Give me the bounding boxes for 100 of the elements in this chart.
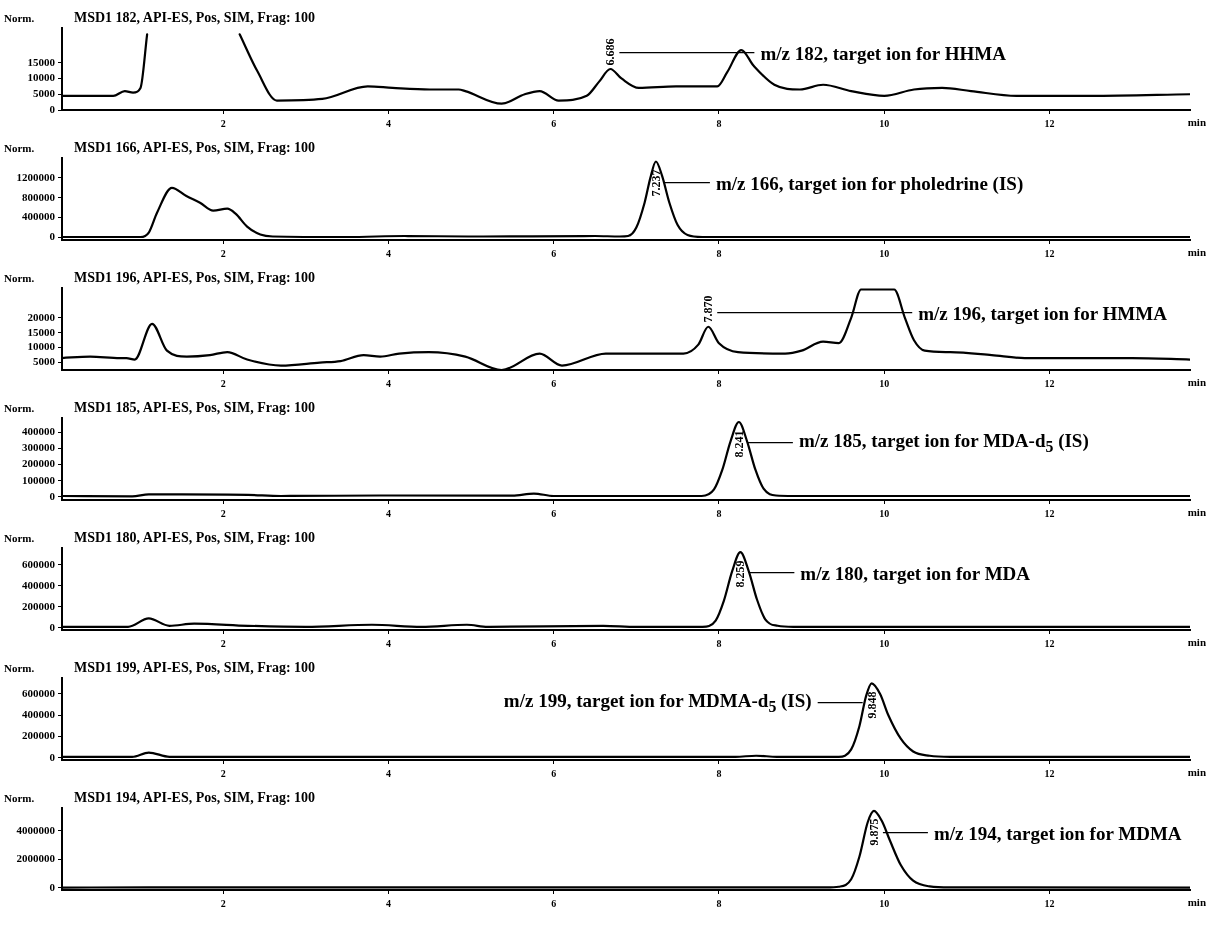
y-tick-label: 200000 — [22, 729, 56, 742]
annotation: m/z 185, target ion for MDA-d$_{5}$ (IS) — [798, 429, 1089, 455]
annotation: 6.686 — [603, 38, 618, 65]
x-tick-label: 6 — [551, 377, 557, 389]
y-axis-title: Norm. — [4, 142, 35, 154]
y-tick-label: 1200000 — [16, 170, 56, 183]
y-tick-label: 0 — [49, 489, 56, 502]
x-tick-label: 12 — [1044, 247, 1055, 259]
chart-title: MSD1 182, API-ES, Pos, SIM, Frag: 100 — [74, 10, 316, 25]
x-tick-label: 2 — [220, 117, 226, 129]
x-tick-label: 4 — [385, 637, 391, 649]
annotation: m/z 166, target ion for pholedrine (IS) — [715, 172, 1024, 194]
x-tick-label: 8 — [716, 767, 722, 779]
y-tick-label: 0 — [49, 750, 56, 763]
x-tick-label: 8 — [716, 637, 722, 649]
annotation: 8.241 — [731, 430, 746, 458]
annotation: m/z 196, target ion for HMMA — [918, 302, 1167, 324]
y-tick-label: 5000 — [33, 355, 56, 368]
x-tick-label: 12 — [1044, 377, 1055, 389]
y-tick-label: 600000 — [22, 686, 56, 699]
y-tick-label: 0 — [49, 620, 56, 633]
x-axis-title: min — [1187, 896, 1206, 908]
x-tick-label: 8 — [716, 117, 722, 129]
y-tick-label: 4000000 — [16, 823, 56, 836]
x-axis-title: min — [1187, 376, 1206, 388]
x-tick-label: 8 — [716, 897, 722, 909]
annotation: 9.848 — [864, 691, 879, 719]
y-tick-label: 5000 — [33, 87, 56, 100]
annotation: 7.237 — [648, 169, 663, 197]
x-tick-label: 10 — [879, 507, 890, 519]
y-tick-label: 15000 — [27, 55, 56, 68]
chart-title: MSD1 180, API-ES, Pos, SIM, Frag: 100 — [74, 530, 316, 545]
x-tick-label: 8 — [716, 377, 722, 389]
y-tick-label: 0 — [49, 230, 56, 243]
annotation: 8.259 — [733, 560, 748, 588]
x-tick-label: 6 — [551, 117, 557, 129]
x-tick-label: 10 — [879, 767, 890, 779]
x-tick-label: 12 — [1044, 117, 1055, 129]
chart-title: MSD1 185, API-ES, Pos, SIM, Frag: 100 — [74, 400, 316, 415]
line-series — [62, 288, 1190, 370]
y-axis-title: Norm. — [4, 272, 35, 284]
x-tick-label: 12 — [1044, 897, 1055, 909]
x-axis-title: min — [1187, 116, 1206, 128]
y-tick-label: 200000 — [22, 599, 56, 612]
x-tick-label: 4 — [385, 507, 391, 519]
x-tick-label: 10 — [879, 247, 890, 259]
x-tick-label: 2 — [220, 637, 226, 649]
x-tick-label: 12 — [1044, 507, 1055, 519]
x-tick-label: 2 — [220, 507, 226, 519]
x-tick-label: 10 — [879, 897, 890, 909]
x-axis-title: min — [1187, 766, 1206, 778]
x-tick-label: 2 — [220, 767, 226, 779]
y-tick-label: 2000000 — [16, 852, 56, 865]
x-tick-label: 8 — [716, 507, 722, 519]
y-axis-title: Norm. — [4, 532, 35, 544]
y-tick-label: 15000 — [27, 325, 56, 338]
x-axis-title: min — [1187, 636, 1206, 648]
y-tick-label: 100000 — [22, 473, 56, 486]
x-tick-label: 6 — [551, 507, 557, 519]
x-tick-label: 12 — [1044, 637, 1055, 649]
annotation: 9.875 — [866, 818, 881, 846]
x-tick-label: 4 — [385, 897, 391, 909]
x-tick-label: 10 — [879, 117, 890, 129]
annotation: m/z 194, target ion for MDMA — [933, 822, 1182, 844]
y-tick-label: 10000 — [27, 71, 56, 84]
y-tick-label: 20000 — [27, 310, 56, 323]
annotation: m/z 199, target ion for MDMA-d$_{5}$ (IS) — [503, 689, 812, 715]
y-tick-label: 0 — [49, 880, 56, 893]
y-tick-label: 10000 — [27, 340, 56, 353]
y-axis-title: Norm. — [4, 402, 35, 414]
y-tick-label: 400000 — [22, 578, 56, 591]
x-axis-title: min — [1187, 246, 1206, 258]
x-tick-label: 4 — [385, 377, 391, 389]
y-axis-title: Norm. — [4, 662, 35, 674]
y-tick-label: 400000 — [22, 425, 56, 438]
x-tick-label: 10 — [879, 637, 890, 649]
y-tick-label: 400000 — [22, 708, 56, 721]
y-tick-label: 600000 — [22, 557, 56, 570]
x-tick-label: 2 — [220, 247, 226, 259]
y-tick-label: 200000 — [22, 457, 56, 470]
chart-title: MSD1 196, API-ES, Pos, SIM, Frag: 100 — [74, 270, 316, 285]
y-tick-label: 0 — [49, 102, 56, 115]
y-tick-label: 400000 — [22, 210, 56, 223]
annotation: m/z 182, target ion for HHMA — [760, 42, 1006, 64]
y-axis-title: Norm. — [4, 12, 35, 24]
y-tick-label: 800000 — [22, 190, 56, 203]
annotation: 7.870 — [701, 295, 716, 323]
x-tick-label: 2 — [220, 377, 226, 389]
chart-title: MSD1 194, API-ES, Pos, SIM, Frag: 100 — [74, 790, 316, 805]
x-tick-label: 6 — [551, 897, 557, 909]
x-tick-label: 4 — [385, 117, 391, 129]
x-tick-label: 6 — [551, 637, 557, 649]
x-tick-label: 6 — [551, 767, 557, 779]
x-tick-label: 4 — [385, 247, 391, 259]
chart-title: MSD1 166, API-ES, Pos, SIM, Frag: 100 — [74, 140, 316, 155]
y-tick-label: 300000 — [22, 441, 56, 454]
x-tick-label: 12 — [1044, 767, 1055, 779]
y-axis-title: Norm. — [4, 792, 35, 804]
x-tick-label: 8 — [716, 247, 722, 259]
x-tick-label: 2 — [220, 897, 226, 909]
